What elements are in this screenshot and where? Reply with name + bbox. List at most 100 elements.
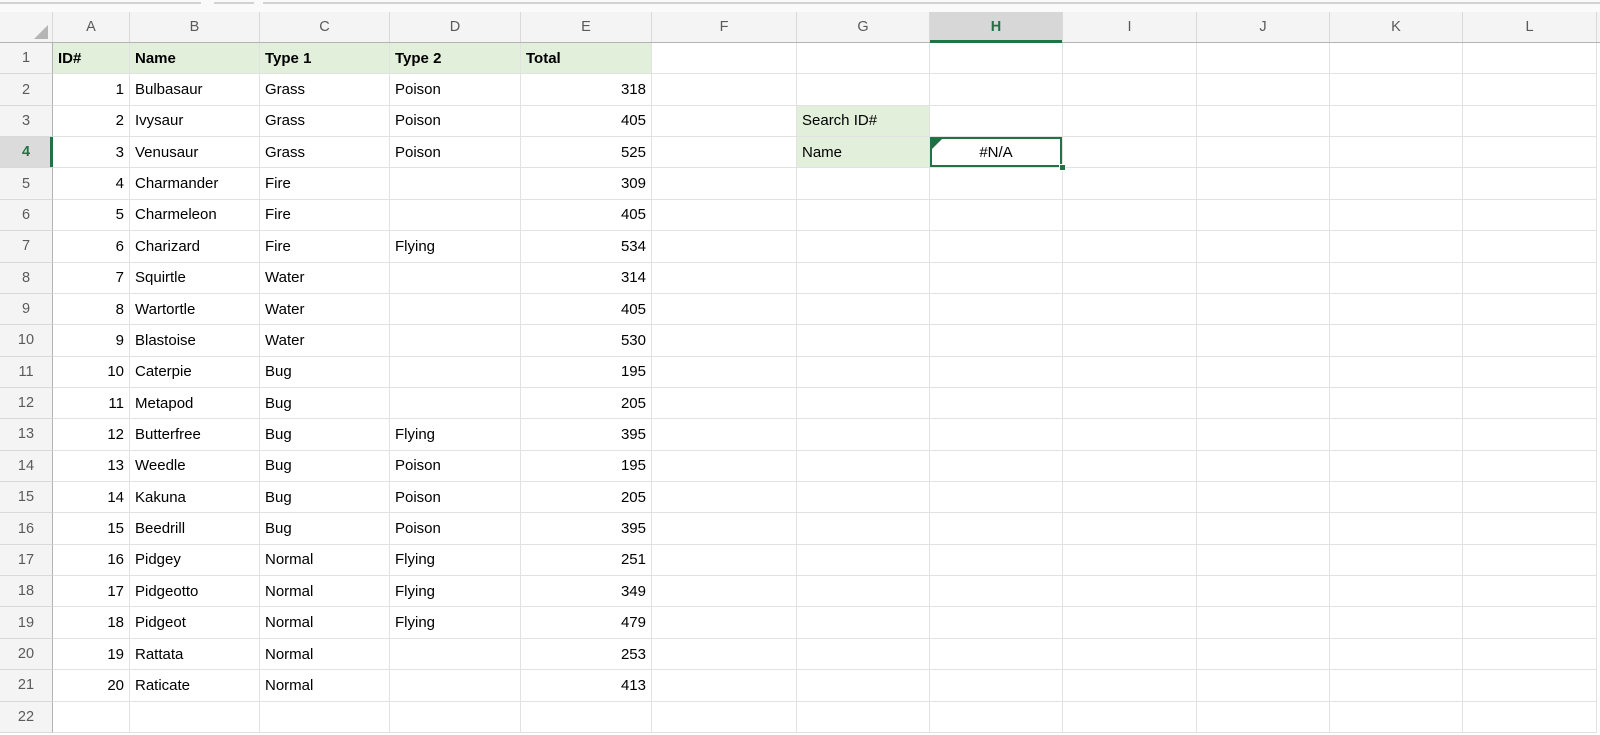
cell-L22[interactable] (1463, 701, 1597, 733)
cell-E4[interactable]: 525 (521, 137, 652, 169)
cell-I16[interactable] (1063, 513, 1197, 545)
cell-H13[interactable] (930, 419, 1063, 451)
cell-I9[interactable] (1063, 293, 1197, 326)
cell-E11[interactable]: 195 (521, 356, 652, 388)
cell-B4[interactable]: Venusaur (130, 137, 260, 169)
cell-C18[interactable]: Normal (260, 576, 390, 608)
row-header-21[interactable]: 21 (0, 670, 53, 702)
cell-K13[interactable] (1330, 419, 1463, 451)
cell-C14[interactable]: Bug (260, 450, 390, 483)
cell-A10[interactable]: 9 (53, 325, 130, 357)
cell-A13[interactable]: 12 (53, 419, 130, 451)
cell-C13[interactable]: Bug (260, 419, 390, 451)
cell-J11[interactable] (1197, 356, 1330, 388)
column-header-C[interactable]: C (260, 12, 390, 42)
cell-I8[interactable] (1063, 262, 1197, 294)
cell-H12[interactable] (930, 387, 1063, 420)
cell-E14[interactable]: 195 (521, 450, 652, 483)
cell-J8[interactable] (1197, 262, 1330, 294)
cell-A12[interactable]: 11 (53, 387, 130, 420)
cell-K5[interactable] (1330, 168, 1463, 200)
cell-A9[interactable]: 8 (53, 293, 130, 326)
cell-E9[interactable]: 405 (521, 293, 652, 326)
cell-K4[interactable] (1330, 137, 1463, 169)
cell-A15[interactable]: 14 (53, 482, 130, 514)
cell-G5[interactable] (797, 168, 930, 200)
cell-K16[interactable] (1330, 513, 1463, 545)
column-header-J[interactable]: J (1197, 12, 1330, 42)
cell-I11[interactable] (1063, 356, 1197, 388)
cell-H14[interactable] (930, 450, 1063, 483)
cell-G3[interactable]: Search ID# (797, 105, 930, 138)
cell-K2[interactable] (1330, 74, 1463, 106)
cell-B5[interactable]: Charmander (130, 168, 260, 200)
cell-B22[interactable] (130, 701, 260, 733)
column-header-D[interactable]: D (390, 12, 521, 42)
row-header-13[interactable]: 13 (0, 419, 53, 451)
cell-B15[interactable]: Kakuna (130, 482, 260, 514)
cell-H16[interactable] (930, 513, 1063, 545)
cell-B7[interactable]: Charizard (130, 231, 260, 263)
cell-F2[interactable] (652, 74, 797, 106)
cell-A20[interactable]: 19 (53, 638, 130, 671)
cell-C8[interactable]: Water (260, 262, 390, 294)
cell-G8[interactable] (797, 262, 930, 294)
cell-A4[interactable]: 3 (53, 137, 130, 169)
cell-K19[interactable] (1330, 607, 1463, 639)
cell-E15[interactable]: 205 (521, 482, 652, 514)
cell-E21[interactable]: 413 (521, 670, 652, 702)
cell-E17[interactable]: 251 (521, 544, 652, 577)
cell-L11[interactable] (1463, 356, 1597, 388)
cell-K10[interactable] (1330, 325, 1463, 357)
row-header-9[interactable]: 9 (0, 293, 53, 326)
cell-G20[interactable] (797, 638, 930, 671)
cell-I3[interactable] (1063, 105, 1197, 138)
cell-C5[interactable]: Fire (260, 168, 390, 200)
cell-I19[interactable] (1063, 607, 1197, 639)
cell-I22[interactable] (1063, 701, 1197, 733)
cell-K20[interactable] (1330, 638, 1463, 671)
cell-F19[interactable] (652, 607, 797, 639)
fill-handle[interactable] (1059, 164, 1066, 172)
cell-B3[interactable]: Ivysaur (130, 105, 260, 138)
cell-E20[interactable]: 253 (521, 638, 652, 671)
row-header-7[interactable]: 7 (0, 231, 53, 263)
cell-I17[interactable] (1063, 544, 1197, 577)
cell-K9[interactable] (1330, 293, 1463, 326)
cell-E18[interactable]: 349 (521, 576, 652, 608)
cell-B11[interactable]: Caterpie (130, 356, 260, 388)
row-header-10[interactable]: 10 (0, 325, 53, 357)
cell-L18[interactable] (1463, 576, 1597, 608)
column-header-L[interactable]: L (1463, 12, 1597, 42)
cell-E5[interactable]: 309 (521, 168, 652, 200)
row-header-22[interactable]: 22 (0, 701, 53, 733)
cell-E7[interactable]: 534 (521, 231, 652, 263)
row-header-11[interactable]: 11 (0, 356, 53, 388)
row-header-3[interactable]: 3 (0, 105, 53, 138)
cell-L12[interactable] (1463, 387, 1597, 420)
cell-D7[interactable]: Flying (390, 231, 521, 263)
cell-J5[interactable] (1197, 168, 1330, 200)
cell-B12[interactable]: Metapod (130, 387, 260, 420)
cell-L21[interactable] (1463, 670, 1597, 702)
cell-A6[interactable]: 5 (53, 199, 130, 232)
cell-D4[interactable]: Poison (390, 137, 521, 169)
cell-L19[interactable] (1463, 607, 1597, 639)
cell-F16[interactable] (652, 513, 797, 545)
cell-C20[interactable]: Normal (260, 638, 390, 671)
cell-A8[interactable]: 7 (53, 262, 130, 294)
cell-F7[interactable] (652, 231, 797, 263)
cell-L20[interactable] (1463, 638, 1597, 671)
cell-L17[interactable] (1463, 544, 1597, 577)
cell-J19[interactable] (1197, 607, 1330, 639)
cell-H20[interactable] (930, 638, 1063, 671)
cell-C4[interactable]: Grass (260, 137, 390, 169)
cell-H21[interactable] (930, 670, 1063, 702)
cell-L10[interactable] (1463, 325, 1597, 357)
cell-J10[interactable] (1197, 325, 1330, 357)
cell-B10[interactable]: Blastoise (130, 325, 260, 357)
cell-D2[interactable]: Poison (390, 74, 521, 106)
cell-I5[interactable] (1063, 168, 1197, 200)
cell-G17[interactable] (797, 544, 930, 577)
cell-L14[interactable] (1463, 450, 1597, 483)
